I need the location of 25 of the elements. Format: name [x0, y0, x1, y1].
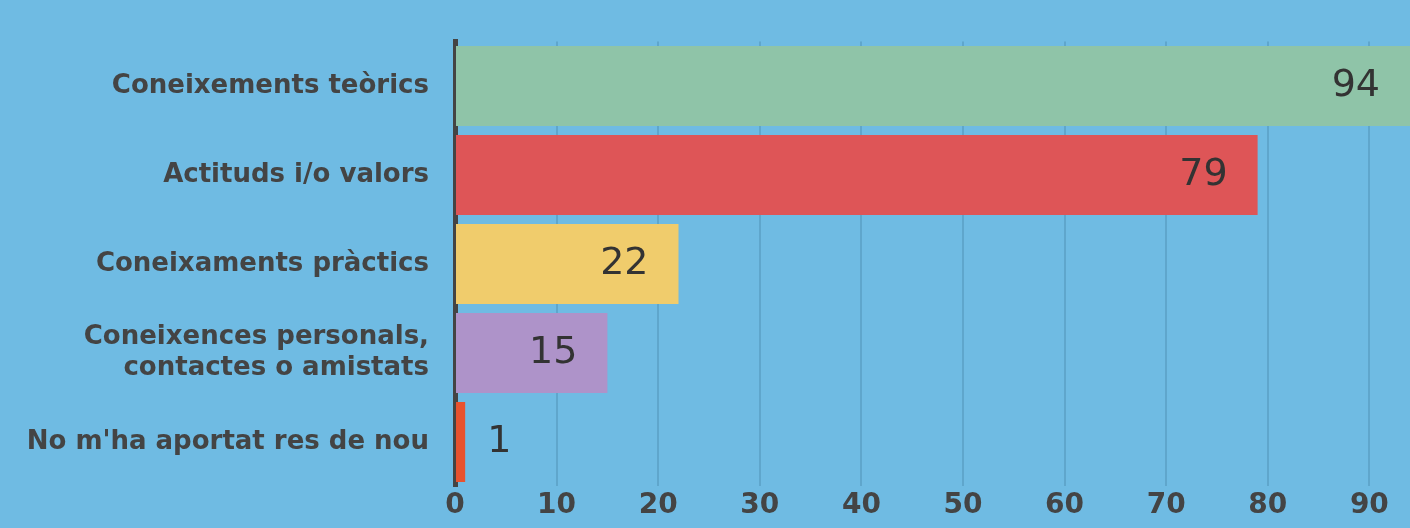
bar [456, 312, 608, 393]
y-tick-label: Actituds i/o valors [163, 157, 429, 188]
data-label: 1 [487, 416, 512, 461]
y-tick-label: Coneixences personals, contactes o amistats [83, 320, 429, 382]
bar [456, 401, 466, 482]
bar [456, 223, 679, 305]
y-tick-label: No m'ha aportat res de nou [26, 424, 429, 455]
data-label: 79 [1179, 149, 1228, 194]
x-tick-label: 0 [445, 487, 465, 521]
x-tick-label: 10 [537, 487, 577, 521]
x-tick-label: 90 [1349, 487, 1389, 521]
x-tick-label: 40 [841, 487, 881, 521]
y-tick-label: Coneixaments pràctics [95, 246, 429, 277]
data-label: 94 [1331, 60, 1380, 105]
x-tick-label: 30 [740, 487, 780, 521]
x-tick-label: 60 [1045, 487, 1085, 521]
x-tick-label: 50 [943, 487, 983, 521]
data-label: 22 [600, 238, 649, 283]
bar [456, 46, 1410, 127]
bar [456, 135, 1258, 216]
data-label: 15 [529, 327, 578, 372]
y-tick-label: Coneixements teòrics [111, 68, 429, 99]
x-tick-label: 70 [1146, 487, 1186, 521]
x-tick-label: 20 [638, 487, 678, 521]
x-tick-label: 80 [1248, 487, 1288, 521]
